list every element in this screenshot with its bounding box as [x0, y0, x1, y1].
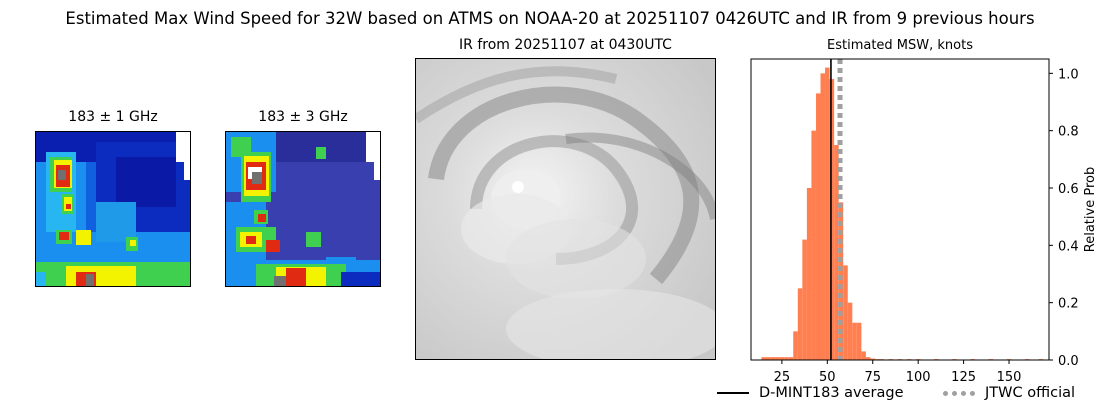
histogram-bar: [843, 265, 848, 360]
histogram-bars: [761, 67, 1044, 361]
y-tick-label: 0.4: [1058, 239, 1079, 254]
histogram-bar: [779, 357, 785, 360]
histogram-bar: [861, 351, 866, 360]
histogram-bar: [865, 357, 871, 360]
ir-satellite-image: [416, 59, 715, 359]
histogram-bar: [847, 302, 853, 360]
histogram-bar: [770, 357, 776, 360]
legend-official: JTWC official: [943, 385, 1075, 401]
y-axis-label: Relative Prob: [1083, 167, 1098, 252]
mw1-image: [35, 131, 191, 287]
histogram-bar: [838, 202, 844, 360]
x-tick-label: 50: [819, 370, 836, 385]
x-axis-ticks: 25 50 75 100 125 150: [774, 360, 1022, 385]
figure-title: Estimated Max Wind Speed for 32W based o…: [65, 9, 1035, 28]
legend-average: D-MINT183 average: [717, 385, 904, 401]
histogram-bar: [852, 322, 857, 360]
reference-lines: [830, 59, 843, 360]
x-tick-label: 150: [997, 370, 1022, 385]
mw2-title: 183 ± 3 GHz: [258, 109, 348, 125]
mw2-brightness-map: [226, 132, 380, 286]
mw2-image: [225, 131, 381, 287]
histogram-bar: [834, 145, 839, 360]
histogram-bar: [806, 188, 812, 360]
histogram-bar: [870, 358, 876, 360]
y-tick-label: 0.0: [1058, 354, 1079, 369]
mw1-brightness-map: [36, 132, 190, 286]
histogram-bar: [797, 288, 803, 360]
x-tick-label: 25: [774, 370, 791, 385]
y-tick-label: 0.6: [1058, 182, 1079, 197]
histogram-bar: [829, 79, 835, 361]
x-tick-label: 75: [864, 370, 881, 385]
legend-average-label: D-MINT183 average: [759, 385, 904, 401]
histogram-bar: [793, 331, 798, 360]
legend-average-swatch: [717, 392, 749, 394]
x-tick-label: 125: [951, 370, 976, 385]
histogram-bar: [825, 67, 830, 360]
legend-official-swatch: [943, 390, 975, 396]
ir-image: [415, 58, 716, 360]
histogram-bar: [788, 357, 794, 360]
ir-title: IR from 20251107 at 0430UTC: [459, 37, 672, 53]
y-tick-label: 0.2: [1058, 297, 1079, 312]
y-tick-label: 0.8: [1058, 125, 1079, 140]
x-tick-label: 100: [906, 370, 931, 385]
histogram-bar: [775, 357, 780, 360]
histogram-bar: [765, 357, 771, 360]
histogram-bar: [784, 357, 789, 360]
histogram-bar: [820, 73, 826, 360]
histogram-bar: [802, 239, 807, 360]
y-axis-ticks: 0.0 0.2 0.4 0.6 0.8 1.0: [1049, 67, 1079, 369]
y-tick-label: 1.0: [1058, 67, 1079, 82]
legend-official-label: JTWC official: [985, 385, 1076, 401]
histogram-bar: [761, 357, 766, 360]
histogram-bar: [856, 322, 862, 360]
mw1-title: 183 ± 1 GHz: [68, 109, 158, 125]
histogram-title: Estimated MSW, knots: [827, 38, 973, 53]
histogram-bar: [815, 93, 821, 361]
histogram-bar: [811, 130, 816, 360]
histogram-frame: [750, 58, 1050, 361]
